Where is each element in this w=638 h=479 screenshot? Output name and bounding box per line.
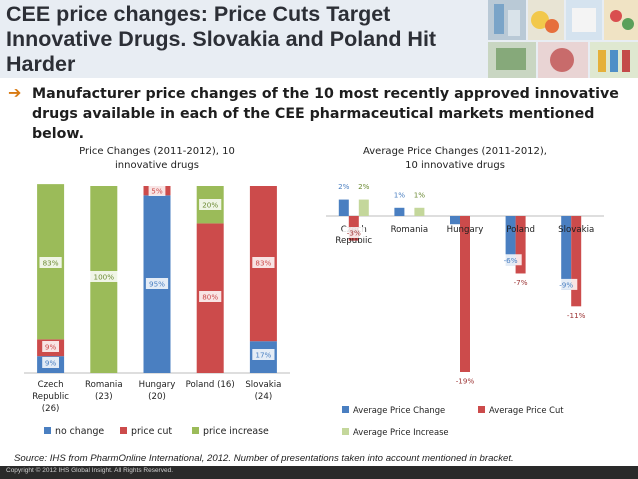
chart2-data-label-0-4: -9%: [559, 280, 573, 289]
chart1-label-bg-3-2: [199, 199, 222, 210]
chart1-legend-label-0: no change: [55, 426, 104, 437]
arrow-right-icon: ➔: [8, 83, 22, 102]
chart2-category-label-2-0: Hungary: [447, 225, 484, 235]
page-title: CEE price changes: Price Cuts Target Inn…: [6, 2, 437, 76]
chart1-label-bg-0-0: [42, 357, 59, 368]
chart2-legend-label-0: Average Price Change: [353, 405, 445, 415]
chart1-title-line-1: innovative drugs: [115, 160, 199, 171]
chart2-bar-Average-Price-Cut-3: [515, 216, 526, 274]
chart1-data-label-3-1: 80%: [202, 293, 218, 302]
chart2-data-label-0-3: -6%: [504, 256, 518, 265]
chart2-label-bg-1-3: [509, 276, 532, 288]
chart2-category-label-3-0: Poland: [506, 225, 535, 235]
chart2-legend-swatch-1: [478, 406, 485, 413]
chart2-category-label-4-0: Slovakia: [558, 225, 594, 235]
chart2-data-label-1-0: -3%: [347, 229, 361, 238]
chart1-data-label-0-1: 9%: [45, 343, 57, 352]
chart2-label-bg-0-3: [499, 254, 522, 266]
chart1-legend-swatch-1: [120, 427, 127, 434]
chart2-data-label-2-1: 1%: [414, 190, 426, 199]
chart2-bar-Average-Price-Increase-1: [414, 207, 425, 216]
chart2-data-label-1-2: -19%: [456, 377, 475, 386]
chart2-bar-Average-Price-Change-3: [505, 216, 516, 266]
chart1-label-bg-2-0: [145, 278, 169, 289]
chart1-category-label-4-0: Slovakia: [245, 380, 281, 390]
chart1-label-bg-3-1: [199, 291, 222, 302]
copyright: Copyright © 2012 IHS Global Insight. All…: [6, 467, 174, 474]
chart1-data-label-1-2: 100%: [94, 273, 115, 282]
chart1-data-label-2-0: 95%: [149, 280, 165, 289]
chart2-label-bg-1-0: [342, 227, 365, 238]
chart2-data-label-0-0: 2%: [338, 182, 350, 191]
chart2-bar-Average-Price-Change-2: [450, 216, 460, 225]
chart2-label-bg-0-0: [335, 180, 353, 192]
chart2-title-line-0: Average Price Changes (2011-2012),: [363, 146, 547, 157]
chart1-category-label-2-0: Hungary: [139, 380, 176, 390]
chart1-legend-swatch-0: [44, 427, 51, 434]
chart2-legend-label-2: Average Price Increase: [353, 427, 449, 437]
subtitle-text: Manufacturer price changes of the 10 mos…: [32, 86, 619, 142]
chart2-data-label-1-4: -11%: [567, 311, 586, 320]
chart2-bar-Average-Price-Cut-4: [571, 216, 582, 307]
source-note: Source: IHS from PharmOnline Internation…: [14, 453, 514, 464]
subtitle: ➔ Manufacturer price changes of the 10 m…: [8, 83, 628, 144]
chart2-bar-Average-Price-Change-0: [338, 199, 349, 216]
chart1-category-label-4-1: (24): [255, 392, 273, 402]
chart1-data-label-3-2: 20%: [202, 201, 218, 210]
chart1-label-bg-4-1: [252, 257, 275, 268]
chart2-bar-Average-Price-Cut-2: [460, 216, 470, 372]
chart1-label-bg-4-0: [252, 349, 275, 360]
header-photo-collage: [488, 0, 638, 78]
chart1-data-label-4-0: 17%: [255, 351, 271, 360]
chart1-label-bg-0-1: [42, 341, 59, 352]
title-bar: CEE price changes: Price Cuts Target Inn…: [0, 0, 638, 78]
chart2-legend-swatch-2: [342, 428, 349, 435]
chart2-label-bg-2-1: [411, 188, 428, 200]
chart1-data-label-2-1: 5%: [151, 187, 163, 196]
chart1-label-bg-1-2: [90, 271, 118, 282]
chart1-data-label-0-2: 83%: [43, 259, 59, 268]
chart2-label-bg-0-4: [555, 278, 578, 290]
chart1-category-label-2-1: (20): [148, 392, 166, 402]
chart2-category-label-1-0: Romania: [391, 225, 429, 235]
chart1-data-label-4-1: 83%: [255, 259, 271, 268]
chart2-legend-label-1: Average Price Cut: [489, 405, 564, 415]
chart2-bar-Average-Price-Change-1: [394, 207, 405, 216]
chart2-label-bg-1-2: [451, 375, 479, 386]
chart1-category-label-1-0: Romania: [85, 380, 123, 390]
chart2-title-line-1: 10 innovative drugs: [405, 160, 505, 171]
chart2-data-label-1-3: -7%: [514, 278, 528, 287]
chart1-category-label-0-0: Czech: [38, 380, 64, 390]
chart2-category-label-0-1: Republic: [335, 236, 372, 246]
chart2-label-bg-1-4: [562, 309, 590, 321]
chart1-label-bg-0-2: [39, 257, 62, 268]
chart2-label-bg-2-0: [355, 180, 373, 192]
chart1-title-line-0: Price Changes (2011-2012), 10: [79, 146, 235, 157]
chart1-category-label-3-0: Poland (16): [186, 380, 235, 390]
chart2-data-label-2-0: 2%: [358, 182, 370, 191]
chart2-bar-Average-Price-Increase-0: [358, 199, 369, 216]
chart1-legend-label-2: price increase: [203, 426, 269, 437]
footer-bar: Copyright © 2012 IHS Global Insight. All…: [0, 466, 638, 479]
chart2-bar-Average-Price-Change-4: [561, 216, 572, 290]
chart2-legend-swatch-0: [342, 406, 349, 413]
chart1-category-label-0-1: Republic: [32, 392, 69, 402]
chart1-data-label-0-0: 9%: [45, 359, 57, 368]
chart1-legend-swatch-2: [192, 427, 199, 434]
chart1-category-label-1-1: (23): [95, 392, 113, 402]
chart1-label-bg-2-1: [148, 185, 166, 196]
chart2-label-bg-0-1: [391, 188, 408, 200]
chart1-category-label-0-2: (26): [42, 404, 60, 414]
chart1-legend-label-1: price cut: [131, 426, 172, 437]
chart2-data-label-0-1: 1%: [394, 190, 406, 199]
